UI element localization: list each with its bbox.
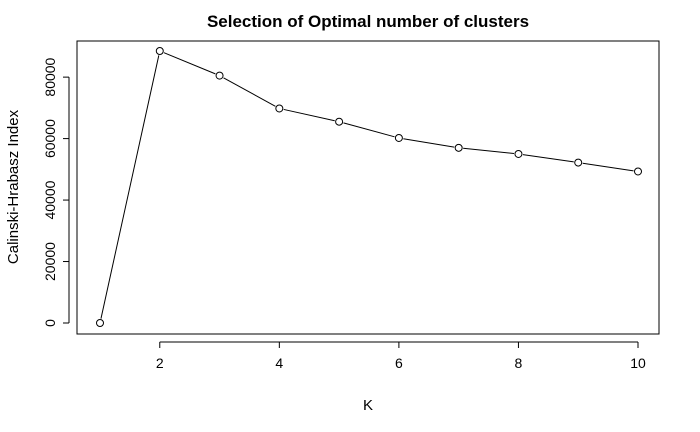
x-tick-label: 8 — [515, 355, 523, 371]
x-tick-label: 4 — [275, 355, 283, 371]
data-point — [155, 47, 164, 55]
data-point — [454, 143, 463, 152]
data-point — [215, 71, 224, 80]
data-points — [96, 47, 642, 327]
y-tick-label: 80000 — [42, 57, 58, 96]
x-axis-label: K — [363, 397, 373, 414]
data-point — [634, 167, 642, 176]
x-tick-label: 10 — [630, 355, 646, 371]
data-point — [335, 117, 344, 126]
data-point — [394, 133, 403, 142]
data-point — [574, 158, 583, 167]
y-tick-label: 40000 — [42, 180, 58, 219]
data-point — [96, 319, 104, 327]
chart-title: Selection of Optimal number of clusters — [207, 12, 529, 31]
plot-area — [76, 40, 660, 335]
y-tick-label: 20000 — [42, 242, 58, 281]
series-line — [100, 52, 634, 319]
data-point — [275, 104, 284, 113]
y-axis: 0 20000 40000 60000 80000 — [42, 57, 70, 327]
y-tick-label: 60000 — [42, 119, 58, 158]
y-tick-label: 0 — [42, 319, 58, 327]
x-tick-label: 2 — [156, 355, 164, 371]
x-tick-label: 6 — [395, 355, 403, 371]
x-axis: 2 4 6 8 10 — [156, 341, 646, 371]
y-axis-label: Calinski-Hrabasz Index — [5, 109, 22, 264]
data-point — [514, 149, 523, 158]
